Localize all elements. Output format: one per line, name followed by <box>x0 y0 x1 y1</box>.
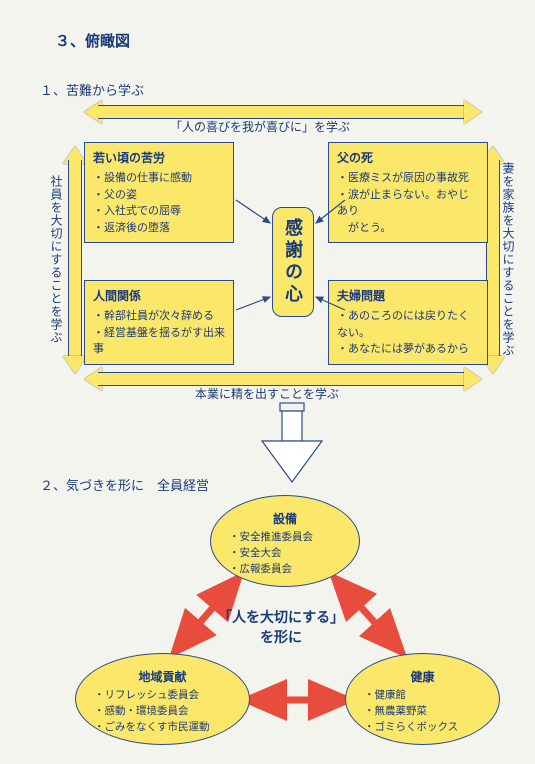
section2-label: ２、気づきを形に 全員経営 <box>40 475 209 494</box>
arrow-bottom <box>98 372 468 386</box>
box-item: ・設備の仕事に感動 <box>93 170 225 187</box>
box-item: ・父の姿 <box>93 187 225 204</box>
box-item: ・経営基盤を揺るがす出来事 <box>93 325 225 358</box>
box-item: ・医療ミスが原因の事故死 <box>337 170 479 187</box>
ellipse-item: ・ゴミらくボックス <box>358 720 487 736</box>
box-item: ・幹部社員が次々辞める <box>93 308 225 325</box>
arrow-left <box>68 160 82 360</box>
connector-arrow-icon <box>262 403 322 482</box>
arrow-top <box>98 105 468 119</box>
box-item: ・入社式での屈辱 <box>93 203 225 220</box>
box-father-death: 父の死 ・医療ミスが原因の事故死 ・涙が止まらない。おやじあり がとう。 <box>328 142 488 243</box>
ellipse-item: ・広報委員会 <box>223 562 347 578</box>
box-item: ・涙が止まらない。おやじあり <box>337 187 479 220</box>
box-item: がとう。 <box>337 220 479 237</box>
motto-line: 「人を大切にする」 <box>218 608 344 628</box>
box-title: 人間関係 <box>93 287 225 304</box>
motto-line: を形に <box>218 628 344 648</box>
box-item: ・あなたには夢があるから <box>337 341 479 358</box>
box-title: 父の死 <box>337 149 479 166</box>
box-title: 夫婦問題 <box>337 287 479 304</box>
box-title: 若い頃の苦労 <box>93 149 225 166</box>
page-title: ３、俯瞰図 <box>55 30 130 51</box>
box-item: ・あのころのには戻りたくない。 <box>337 308 479 341</box>
ellipse-item: ・無農薬野菜 <box>358 704 487 720</box>
top-lesson: 「人の喜びを我が喜びに」を学ぶ <box>170 118 350 135</box>
ellipse-title: 設備 <box>223 510 347 527</box>
right-lesson: 妻を家族を大切にすることを学ぶ <box>500 162 517 357</box>
section1-label: １、苦難から学ぶ <box>40 80 144 99</box>
left-lesson: 社員を大切にすることを学ぶ <box>48 175 65 344</box>
ellipse-setsubi: 設備 ・安全推進委員会 ・安全大会 ・広報委員会 <box>210 495 360 587</box>
box-marriage: 夫婦問題 ・あのころのには戻りたくない。 ・あなたには夢があるから <box>328 280 488 365</box>
ellipse-title: 地域貢献 <box>88 668 237 685</box>
ellipse-item: ・安全大会 <box>223 546 347 562</box>
ellipse-item: ・安全推進委員会 <box>223 530 347 546</box>
ellipse-title: 健康 <box>358 668 487 685</box>
center-gratitude: 感謝の心 <box>272 207 314 317</box>
arrow-right <box>486 160 500 360</box>
ellipse-item: ・健康館 <box>358 688 487 704</box>
box-relations: 人間関係 ・幹部社員が次々辞める ・経営基盤を揺るがす出来事 <box>84 280 234 365</box>
center-motto: 「人を大切にする」 を形に <box>218 608 344 647</box>
bottom-lesson: 本業に精を出すことを学ぶ <box>195 385 339 402</box>
ellipse-item: ・リフレッシュ委員会 <box>88 688 237 704</box>
ellipse-health: 健康 ・健康館 ・無農薬野菜 ・ゴミらくボックス <box>345 653 500 745</box>
box-item: ・返済後の堕落 <box>93 220 225 237</box>
ellipse-community: 地域貢献 ・リフレッシュ委員会 ・感動・環境委員会 ・ごみをなくす市民運動 <box>75 653 250 745</box>
box-young-hardship: 若い頃の苦労 ・設備の仕事に感動 ・父の姿 ・入社式での屈辱 ・返済後の堕落 <box>84 142 234 243</box>
ellipse-item: ・ごみをなくす市民運動 <box>88 720 237 736</box>
ellipse-item: ・感動・環境委員会 <box>88 704 237 720</box>
